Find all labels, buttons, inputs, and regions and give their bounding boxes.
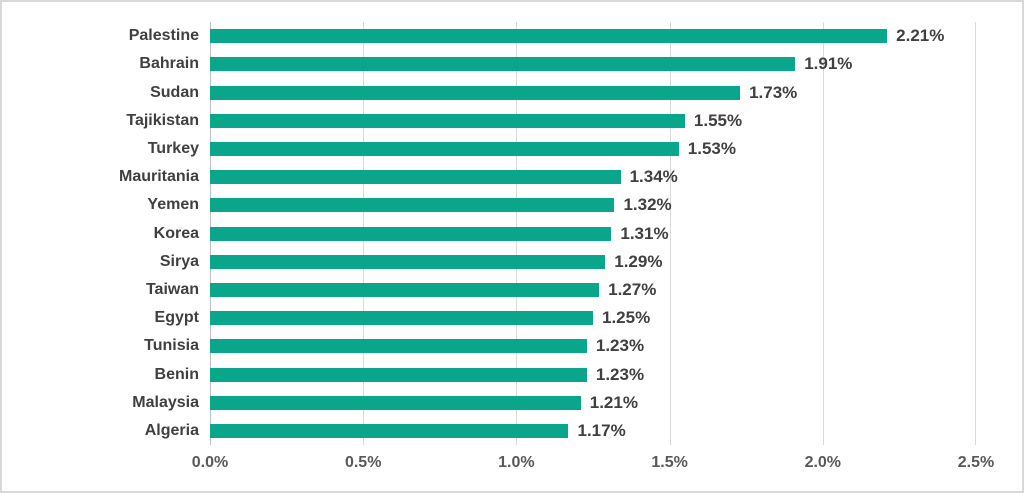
- category-label: Bahrain: [139, 55, 199, 73]
- x-axis: 0.0% 0.5% 1.0% 1.5% 2.0% 2.5%: [192, 454, 994, 478]
- bar-track: 1.32%: [210, 191, 976, 219]
- bar: [210, 423, 569, 438]
- category-label: Mauritania: [118, 168, 199, 186]
- bars-layer: Palestine 2.21% Bahrain 1.91% Sudan 1.73% Taji…: [2, 22, 1022, 445]
- category-label: Egypt: [154, 309, 199, 327]
- data-label: 1.31%: [620, 223, 669, 243]
- bar-row: Sudan 1.73%: [2, 78, 1022, 106]
- bar: [210, 85, 741, 100]
- bar: [210, 170, 621, 185]
- bar-track: 2.21%: [210, 22, 976, 50]
- category-label: Taiwan: [145, 280, 199, 298]
- bar-track: 1.73%: [210, 78, 976, 106]
- bar-row: Algeria 1.17%: [2, 417, 1022, 445]
- bar-row: Turkey 1.53%: [2, 135, 1022, 163]
- x-axis-tick-label: 1.0%: [498, 454, 535, 471]
- bar-track: 1.34%: [210, 163, 976, 191]
- bar-track: 1.55%: [210, 107, 976, 135]
- bar: [210, 141, 679, 156]
- bar-track: 1.17%: [210, 417, 976, 445]
- data-label: 1.34%: [629, 167, 678, 187]
- x-axis-tick-label: 0.0%: [191, 454, 229, 471]
- category-label: Sirya: [159, 252, 199, 270]
- category-label: Yemen: [147, 196, 199, 214]
- data-label: 1.21%: [589, 392, 638, 412]
- bar: [210, 367, 587, 382]
- bar: [210, 198, 615, 213]
- bar: [210, 282, 600, 297]
- bar-row: Bahrain 1.91%: [2, 50, 1022, 78]
- data-label: 1.73%: [749, 82, 798, 102]
- category-label: Benin: [154, 365, 199, 383]
- category-label: Malaysia: [132, 393, 199, 411]
- x-axis-tick-label: 2.0%: [804, 454, 842, 471]
- data-label: 1.32%: [623, 195, 672, 215]
- data-label: 1.23%: [595, 336, 645, 356]
- x-axis-tick-label: 0.5%: [344, 454, 382, 471]
- bar-track: 1.21%: [210, 389, 976, 417]
- bar-row: Mauritania 1.34%: [2, 163, 1022, 191]
- bar: [210, 339, 587, 354]
- bar: [210, 113, 685, 128]
- bar-track: 1.53%: [210, 135, 976, 163]
- bar-track: 1.25%: [210, 304, 976, 332]
- x-axis-tick-label: 1.5%: [651, 454, 688, 471]
- data-label: 1.25%: [602, 308, 651, 328]
- data-label: 1.91%: [804, 54, 853, 74]
- bar: [210, 29, 888, 44]
- gridline: [669, 22, 671, 445]
- bar-row: Benin 1.23%: [2, 360, 1022, 388]
- category-label: Palestine: [128, 27, 199, 45]
- data-label: 2.21%: [896, 26, 945, 46]
- bar-track: 1.91%: [210, 50, 976, 78]
- bar-row: Tajikistan 1.55%: [2, 107, 1022, 135]
- bar-track: 1.27%: [210, 276, 976, 304]
- bar: [210, 57, 796, 72]
- bar-row: Sirya 1.29%: [2, 248, 1022, 276]
- data-label: 1.29%: [614, 251, 663, 271]
- data-label: 1.27%: [608, 279, 657, 299]
- data-label: 1.23%: [595, 364, 645, 384]
- category-label: Korea: [153, 224, 199, 242]
- category-label: Sudan: [150, 83, 199, 101]
- bar-track: 1.29%: [210, 248, 976, 276]
- bar-row: Tunisia 1.23%: [2, 332, 1022, 360]
- bar: [210, 395, 581, 410]
- bar-track: 1.23%: [210, 360, 976, 388]
- category-label: Tajikistan: [126, 111, 199, 129]
- bar-row: Korea 1.31%: [2, 219, 1022, 247]
- bar: [210, 254, 606, 269]
- category-label: Turkey: [147, 139, 199, 157]
- bar: [210, 311, 593, 326]
- category-label: Tunisia: [144, 337, 199, 355]
- category-label: Algeria: [144, 421, 199, 439]
- gridline: [975, 22, 976, 445]
- bar-track: 1.23%: [210, 332, 976, 360]
- x-axis-tick-label: 2.5%: [957, 454, 995, 471]
- bar-row: Egypt 1.25%: [2, 304, 1022, 332]
- bar-row: Taiwan 1.27%: [2, 276, 1022, 304]
- bar-track: 1.31%: [210, 219, 976, 247]
- gridline: [822, 22, 824, 445]
- data-label: 1.55%: [693, 110, 743, 130]
- bar-row: Malaysia 1.21%: [2, 389, 1022, 417]
- data-label: 1.17%: [577, 420, 626, 440]
- bar-row: Yemen 1.32%: [2, 191, 1022, 219]
- bar: [210, 226, 612, 241]
- bar-row: Palestine 2.21%: [2, 22, 1022, 50]
- data-label: 1.53%: [687, 138, 736, 158]
